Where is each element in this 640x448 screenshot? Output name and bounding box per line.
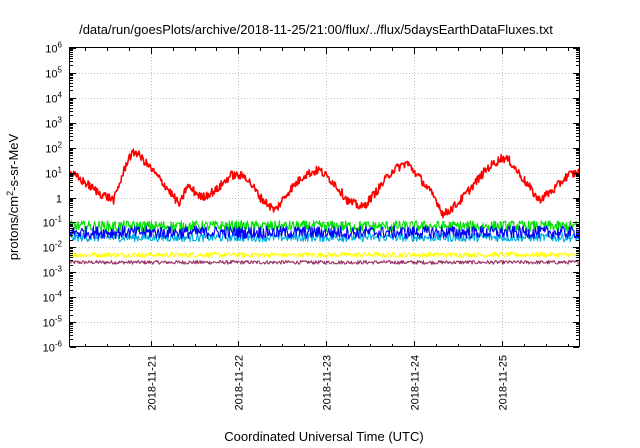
- y-tick-label: 104: [45, 91, 62, 106]
- series-layer: [69, 148, 580, 265]
- y-axis: 10-6 10-5 10-4 10-3 10-2 10-1 1 101 102 103 104 105…: [43, 41, 579, 355]
- y-tick-label: 10-1: [43, 215, 63, 230]
- x-tick-label: 2018-11-25: [498, 355, 510, 410]
- series-line-4: [69, 232, 580, 243]
- series-line-6: [69, 259, 579, 265]
- series-line-3: [69, 225, 580, 240]
- y-axis-title: protons/cm2-s-sr-MeV: [5, 133, 21, 260]
- chart-title: /data/run/goesPlots/archive/2018-11-25/2…: [79, 22, 553, 37]
- series-line-1: [69, 148, 580, 219]
- y-tick-label: 10-3: [43, 265, 63, 280]
- y-tick-label: 10-4: [43, 290, 63, 305]
- y-tick-label: 10-5: [43, 315, 63, 330]
- x-axis-title: Coordinated Universal Time (UTC): [224, 429, 423, 444]
- series-line-2: [69, 220, 580, 233]
- series-line-5: [69, 251, 580, 258]
- y-tick-label: 10-2: [43, 240, 63, 255]
- y-tick-label: 106: [45, 41, 62, 56]
- y-tick-label: 10-6: [43, 340, 63, 355]
- x-tick-label: 2018-11-24: [410, 355, 422, 410]
- x-tick-label: 2018-11-21: [147, 355, 159, 410]
- grid-lines: [70, 48, 579, 347]
- y-tick-label: 103: [45, 116, 62, 131]
- plot-frame: [69, 47, 580, 347]
- y-tick-label: 102: [45, 141, 62, 156]
- y-tick-label: 1: [56, 194, 62, 206]
- y-tick-label: 105: [45, 66, 62, 81]
- x-axis: 2018-11-21 2018-11-22 2018-11-23 2018-11-24…: [85, 48, 569, 410]
- x-tick-label: 2018-11-22: [234, 355, 246, 410]
- y-axis-title-sup: 2: [5, 191, 15, 196]
- y-tick-label: 101: [45, 166, 62, 181]
- y-axis-title-base: protons/cm: [6, 196, 21, 260]
- y-axis-title-rest: -s-sr-MeV: [6, 133, 21, 190]
- x-tick-label: 2018-11-23: [322, 355, 334, 410]
